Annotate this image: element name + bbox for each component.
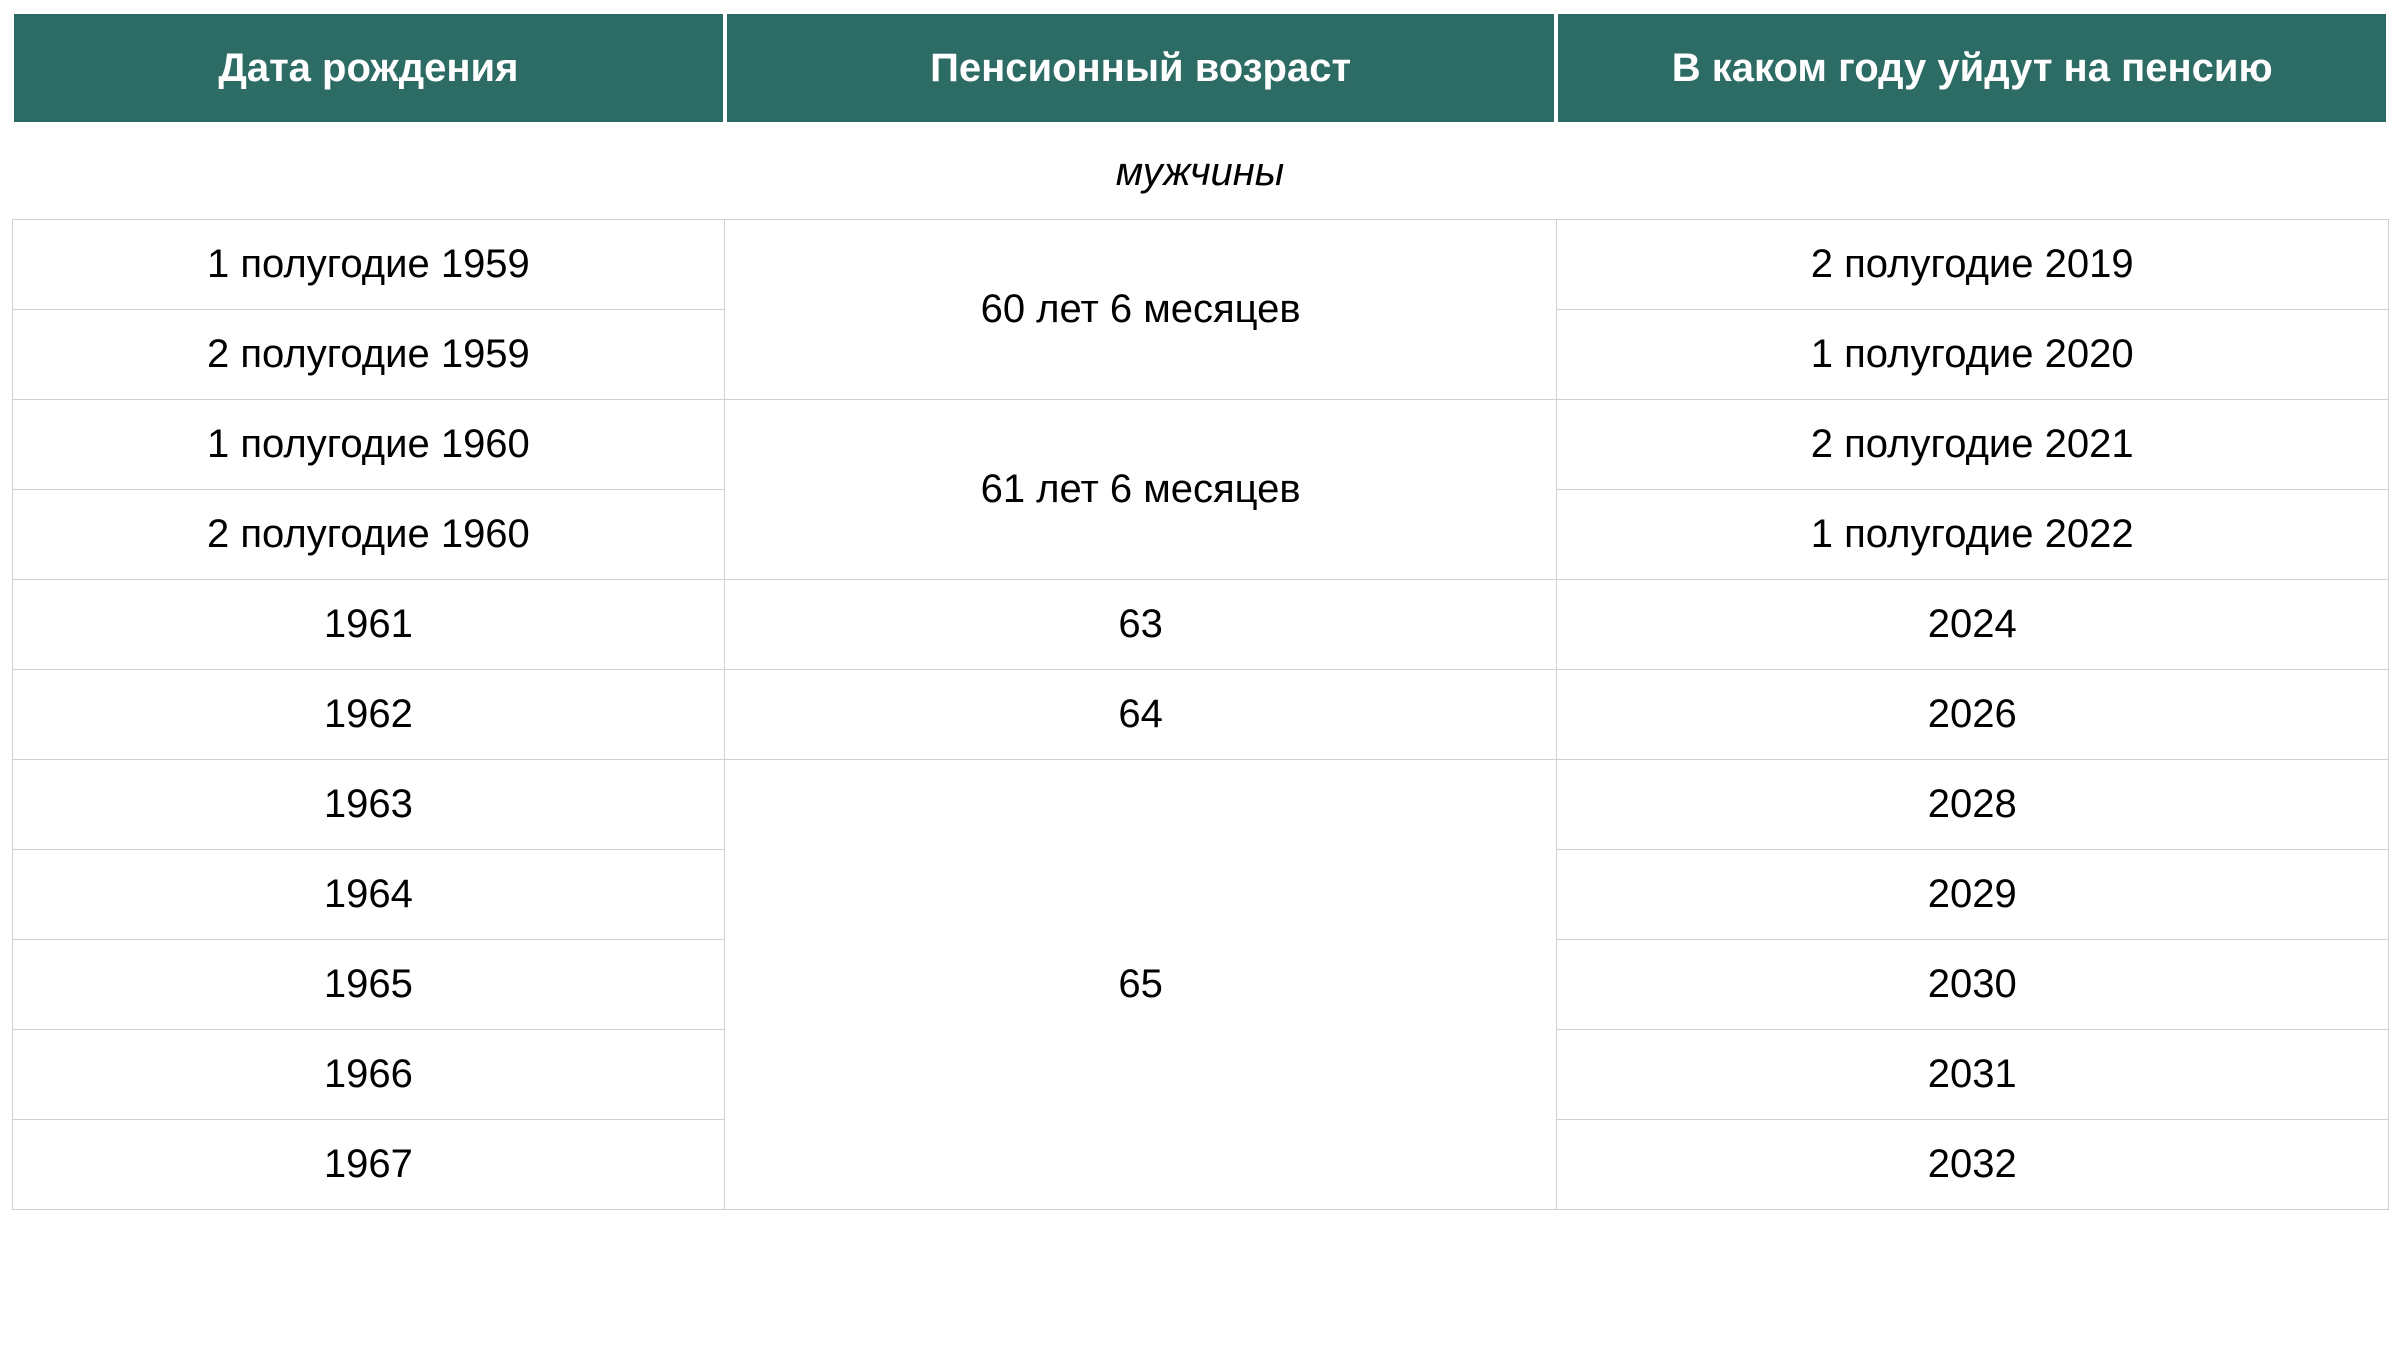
cell-birth: 1964 (12, 850, 725, 940)
cell-birth: 2 полугодие 1959 (12, 310, 725, 400)
table-row: 1 полугодие 1960 61 лет 6 месяцев 2 полу… (12, 400, 2388, 490)
cell-age: 63 (725, 580, 1557, 670)
table-row: 1962 64 2026 (12, 670, 2388, 760)
header-birth-date: Дата рождения (12, 12, 725, 124)
cell-birth: 1961 (12, 580, 725, 670)
cell-birth: 1966 (12, 1030, 725, 1120)
cell-retire: 2029 (1556, 850, 2388, 940)
cell-retire: 2031 (1556, 1030, 2388, 1120)
cell-age: 65 (725, 760, 1557, 1210)
cell-retire: 2 полугодие 2019 (1556, 220, 2388, 310)
cell-retire: 2032 (1556, 1120, 2388, 1210)
cell-birth: 1962 (12, 670, 725, 760)
cell-birth: 1 полугодие 1959 (12, 220, 725, 310)
section-title: мужчины (12, 124, 2388, 220)
cell-retire: 2026 (1556, 670, 2388, 760)
pension-table: Дата рождения Пенсионный возраст В каком… (10, 10, 2390, 1210)
cell-age: 60 лет 6 месяцев (725, 220, 1557, 400)
cell-birth: 2 полугодие 1960 (12, 490, 725, 580)
cell-retire: 2030 (1556, 940, 2388, 1030)
cell-birth: 1967 (12, 1120, 725, 1210)
header-pension-age: Пенсионный возраст (725, 12, 1557, 124)
table-row: 1963 65 2028 (12, 760, 2388, 850)
cell-retire: 1 полугодие 2022 (1556, 490, 2388, 580)
cell-birth: 1963 (12, 760, 725, 850)
cell-retire: 1 полугодие 2020 (1556, 310, 2388, 400)
table-header-row: Дата рождения Пенсионный возраст В каком… (12, 12, 2388, 124)
cell-retire: 2024 (1556, 580, 2388, 670)
pension-table-container: Дата рождения Пенсионный возраст В каком… (10, 10, 2390, 1210)
cell-retire: 2028 (1556, 760, 2388, 850)
table-row: 1961 63 2024 (12, 580, 2388, 670)
cell-birth: 1965 (12, 940, 725, 1030)
cell-retire: 2 полугодие 2021 (1556, 400, 2388, 490)
section-header-row: мужчины (12, 124, 2388, 220)
cell-birth: 1 полугодие 1960 (12, 400, 725, 490)
cell-age: 64 (725, 670, 1557, 760)
table-row: 1 полугодие 1959 60 лет 6 месяцев 2 полу… (12, 220, 2388, 310)
cell-age: 61 лет 6 месяцев (725, 400, 1557, 580)
header-retire-year: В каком году уйдут на пенсию (1556, 12, 2388, 124)
